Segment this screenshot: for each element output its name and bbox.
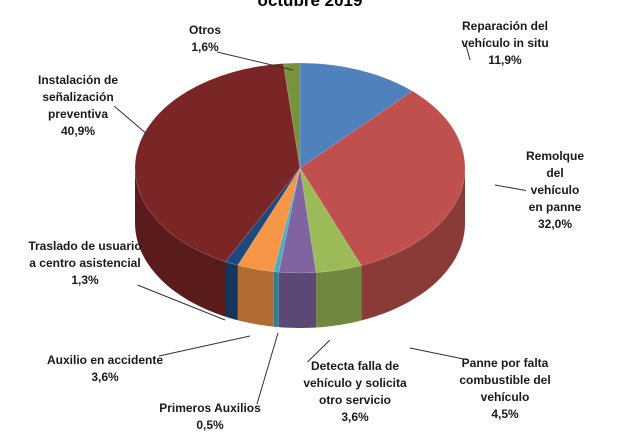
slice-side	[225, 261, 238, 321]
slice-value-label: 4,5%	[491, 407, 519, 421]
slice-name: Auxilio en accidente	[46, 353, 164, 367]
slice-name: Panne por falta combustible del vehículo	[459, 356, 551, 404]
slice-name: Otros	[188, 23, 222, 37]
slice-value-label: 3,6%	[91, 370, 119, 384]
slice	[273, 167, 301, 273]
slice-value-label: 1,6%	[191, 40, 219, 54]
slice-side	[316, 265, 362, 328]
slice-label: Detecta falla de vehículo y solicita otr…	[303, 358, 406, 426]
leader-line	[113, 105, 149, 136]
slice-name: Remolque del vehículo en panne	[525, 149, 584, 214]
slice-name: Traslado de usuario a centro asistencial	[28, 239, 142, 270]
slice-label: Traslado de usuario a centro asistencial…	[28, 238, 141, 289]
slice-value-label: 32,0%	[537, 217, 573, 231]
slice-side	[237, 265, 274, 327]
slice-label: Reparación del vehículo in situ 11,9%	[461, 18, 548, 69]
leader-line	[307, 339, 331, 363]
leader-line	[256, 332, 279, 405]
slice-label: Panne por falta combustible del vehículo…	[459, 355, 550, 423]
slice-value-label: 0,5%	[196, 418, 224, 432]
slice-side	[273, 271, 279, 328]
leader-line	[494, 184, 527, 191]
slice-value-label: 40,9%	[60, 124, 96, 138]
slice-side	[135, 168, 226, 317]
slice-value-label: 1,3%	[71, 273, 99, 287]
slice-name: Primeros Auxilios	[159, 401, 261, 415]
leader-line	[465, 43, 471, 61]
slice-side	[361, 168, 465, 321]
leader-line	[158, 335, 251, 357]
slice-label: Auxilio en accidente 3,6%	[47, 352, 163, 386]
slice-name: Reparación del vehículo in situ	[461, 19, 549, 50]
slice-label: Remolque del vehículo en panne 32,0%	[522, 148, 588, 233]
slice-side	[278, 272, 317, 328]
slice	[299, 167, 362, 273]
slice	[225, 167, 301, 266]
slice	[283, 62, 301, 169]
slice-name: Detecta falla de vehículo y solicita otr…	[303, 359, 407, 407]
slice-label: Primeros Auxilios 0,5%	[159, 400, 261, 434]
slice	[134, 63, 301, 262]
slice-name: Instalación de señalización preventiva	[37, 73, 119, 121]
slice-label: Instalación de señalización preventiva 40…	[38, 72, 118, 140]
slice	[299, 62, 413, 169]
slice-value-label: 11,9%	[488, 53, 522, 67]
slice-label: Otros 1,6%	[189, 22, 221, 56]
slice	[299, 90, 466, 266]
leader-line	[409, 347, 464, 360]
leader-line	[216, 51, 294, 71]
chart-title: octubre 2019	[257, 0, 363, 10]
slice	[237, 167, 301, 272]
slice-value-label: 3,6%	[341, 410, 369, 424]
slice	[278, 167, 317, 274]
leader-line	[137, 284, 226, 321]
